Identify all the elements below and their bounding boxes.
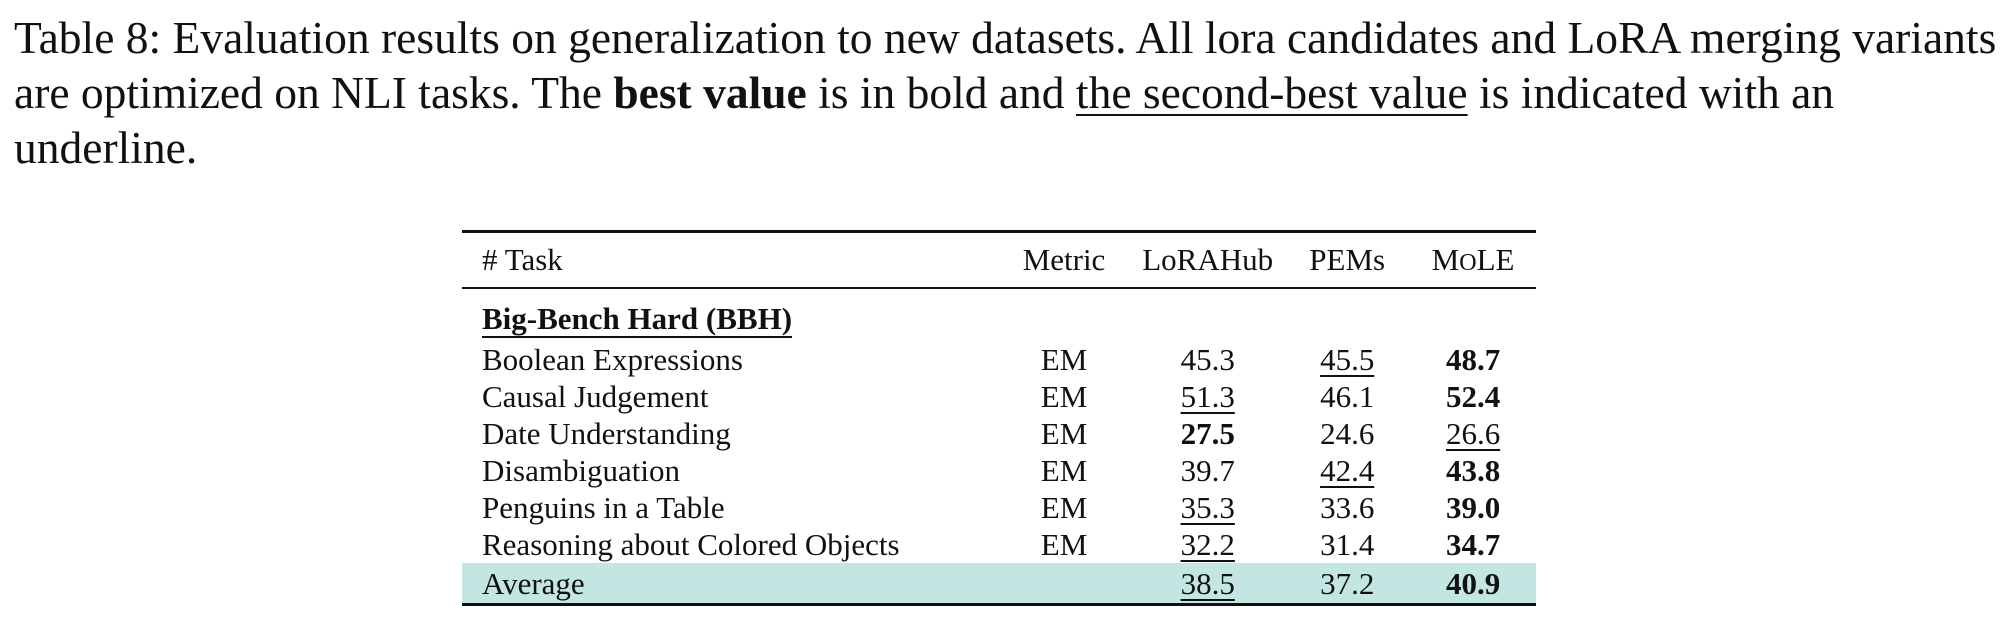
pems-value: 31.4 xyxy=(1320,527,1375,562)
section-title: Big-Bench Hard (BBH) xyxy=(482,300,793,336)
pems-cell: 33.6 xyxy=(1284,489,1410,526)
table-row: Causal Judgement EM 51.3 46.1 52.4 xyxy=(462,378,1536,415)
mole-cell: 48.7 xyxy=(1410,341,1536,378)
results-table-container: # Task Metric LoRAHub PEMs MOLE Big-Benc… xyxy=(462,230,1536,606)
lorahub-cell: 45.3 xyxy=(1131,341,1284,378)
task-cell: Penguins in a Table xyxy=(482,490,725,525)
caption-text-1: Table 8: Evaluation results on generaliz… xyxy=(14,12,1997,118)
pems-cell: 24.6 xyxy=(1284,415,1410,452)
table-row: Date Understanding EM 27.5 24.6 26.6 xyxy=(462,415,1536,452)
pems-value: 33.6 xyxy=(1320,490,1375,525)
pems-value: 46.1 xyxy=(1320,379,1375,414)
pems-value: 42.4 xyxy=(1320,453,1375,488)
header-task: # Task xyxy=(482,242,563,277)
average-pems-value: 37.2 xyxy=(1320,565,1375,601)
lorahub-cell: 51.3 xyxy=(1131,378,1284,415)
results-table: # Task Metric LoRAHub PEMs MOLE Big-Benc… xyxy=(462,230,1536,606)
metric-cell: EM xyxy=(1040,379,1088,414)
caption-text-2: is in bold and xyxy=(806,67,1076,118)
header-pems: PEMs xyxy=(1309,242,1386,277)
mole-cell: 26.6 xyxy=(1410,415,1536,452)
table-row: Disambiguation EM 39.7 42.4 43.8 xyxy=(462,452,1536,489)
header-mole-prefix: M xyxy=(1431,242,1460,277)
average-metric xyxy=(997,563,1131,605)
caption-text-3: is indicated with an underline. xyxy=(14,67,1835,173)
mole-value: 26.6 xyxy=(1445,416,1501,451)
pems-cell: 42.4 xyxy=(1284,452,1410,489)
average-lorahub-cell: 38.5 xyxy=(1131,563,1284,605)
metric-cell: EM xyxy=(1040,342,1088,377)
header-mole-small: O xyxy=(1459,250,1477,276)
average-row: Average 38.5 37.2 40.9 xyxy=(462,563,1536,605)
mole-cell: 39.0 xyxy=(1410,489,1536,526)
header-mole-suffix: LE xyxy=(1476,242,1515,277)
mole-value: 43.8 xyxy=(1445,453,1501,488)
average-pems-cell: 37.2 xyxy=(1284,563,1410,605)
lorahub-cell: 35.3 xyxy=(1131,489,1284,526)
metric-cell: EM xyxy=(1040,416,1088,451)
metric-cell: EM xyxy=(1040,453,1088,488)
lorahub-value: 39.7 xyxy=(1180,453,1235,488)
lorahub-cell: 32.2 xyxy=(1131,526,1284,563)
header-mole: MOLE xyxy=(1410,232,1536,289)
lorahub-cell: 39.7 xyxy=(1131,452,1284,489)
task-cell: Date Understanding xyxy=(482,416,731,451)
lorahub-value: 32.2 xyxy=(1180,527,1235,562)
pems-value: 24.6 xyxy=(1320,416,1375,451)
mole-value: 48.7 xyxy=(1445,342,1501,377)
section-cell: Big-Bench Hard (BBH) xyxy=(462,288,1536,341)
metric-cell: EM xyxy=(1040,527,1088,562)
mole-value: 34.7 xyxy=(1445,527,1501,562)
lorahub-value: 51.3 xyxy=(1180,379,1235,414)
mole-value: 39.0 xyxy=(1445,490,1501,525)
average-mole-value: 40.9 xyxy=(1445,565,1501,601)
caption-second-best-value: the second-best value xyxy=(1075,67,1468,118)
task-cell: Causal Judgement xyxy=(482,379,709,414)
metric-cell: EM xyxy=(1040,490,1088,525)
pems-cell: 31.4 xyxy=(1284,526,1410,563)
header-metric: Metric xyxy=(1022,242,1106,277)
average-mole-cell: 40.9 xyxy=(1410,563,1536,605)
lorahub-value: 45.3 xyxy=(1180,342,1235,377)
mole-cell: 43.8 xyxy=(1410,452,1536,489)
mole-value: 52.4 xyxy=(1445,379,1501,414)
lorahub-value: 35.3 xyxy=(1180,490,1235,525)
average-label: Average xyxy=(482,565,585,601)
pems-cell: 46.1 xyxy=(1284,378,1410,415)
lorahub-cell: 27.5 xyxy=(1131,415,1284,452)
table-caption: Table 8: Evaluation results on generaliz… xyxy=(14,10,1998,175)
task-cell: Boolean Expressions xyxy=(482,342,743,377)
mole-cell: 34.7 xyxy=(1410,526,1536,563)
pems-cell: 45.5 xyxy=(1284,341,1410,378)
section-row: Big-Bench Hard (BBH) xyxy=(462,288,1536,341)
table-row: Reasoning about Colored Objects EM 32.2 … xyxy=(462,526,1536,563)
table-row: Boolean Expressions EM 45.3 45.5 48.7 xyxy=(462,341,1536,378)
table-row: Penguins in a Table EM 35.3 33.6 39.0 xyxy=(462,489,1536,526)
pems-value: 45.5 xyxy=(1320,342,1375,377)
task-cell: Reasoning about Colored Objects xyxy=(482,527,900,562)
task-cell: Disambiguation xyxy=(482,453,681,488)
average-lorahub-value: 38.5 xyxy=(1180,565,1235,601)
header-lorahub: LoRAHub xyxy=(1142,242,1274,277)
caption-best-value: best value xyxy=(613,67,807,118)
mole-cell: 52.4 xyxy=(1410,378,1536,415)
header-row: # Task Metric LoRAHub PEMs MOLE xyxy=(462,231,1536,289)
lorahub-value: 27.5 xyxy=(1180,416,1235,451)
